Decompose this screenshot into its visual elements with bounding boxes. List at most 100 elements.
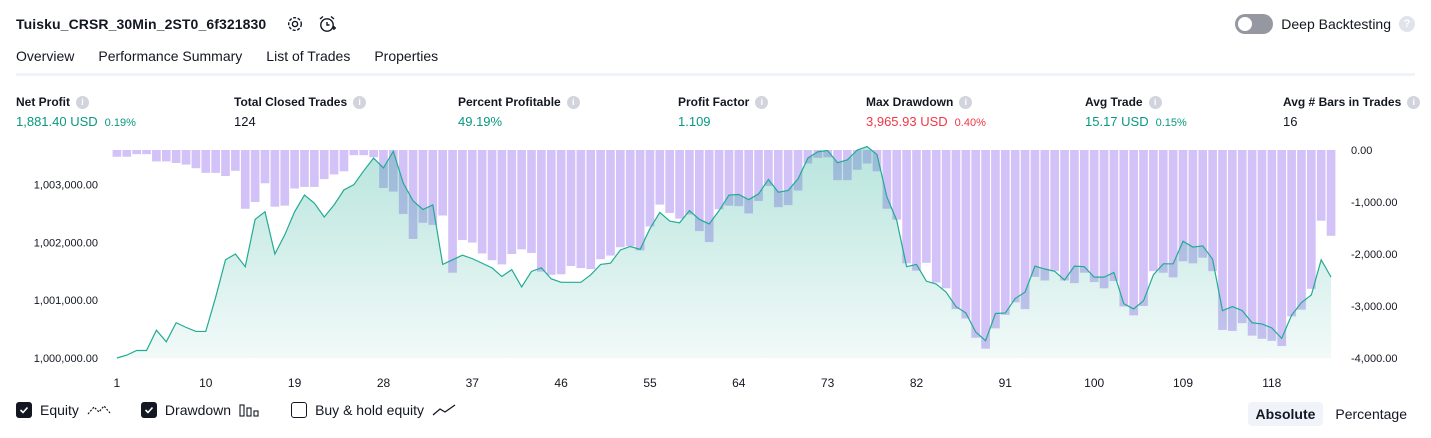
tab-overview[interactable]: Overview xyxy=(16,44,75,76)
info-icon[interactable]: i xyxy=(1148,95,1162,109)
percentage-mode-button[interactable]: Percentage xyxy=(1335,406,1407,422)
info-icon[interactable]: i xyxy=(959,95,973,109)
drawdown-bar xyxy=(319,150,329,180)
drawdown-bar xyxy=(1297,150,1306,310)
left-axis-tick: 1,003,000.00 xyxy=(34,180,98,192)
buy-hold-checkbox[interactable] xyxy=(291,402,308,418)
tab-properties[interactable]: Properties xyxy=(374,48,439,64)
legend-drawdown[interactable]: Drawdown xyxy=(140,402,261,418)
drawdown-bar xyxy=(477,150,487,254)
drawdown-bar xyxy=(221,150,230,176)
drawdown-bar xyxy=(981,150,990,349)
right-axis-tick: -1,000.00 xyxy=(1351,197,1397,209)
metric-label: Avg # Bars in Trades xyxy=(1283,95,1402,109)
tab-divider xyxy=(16,73,1415,76)
info-icon[interactable]: i xyxy=(1407,95,1421,109)
metric-value: 1.109 xyxy=(678,114,711,129)
left-axis-tick: 1,000,000.00 xyxy=(34,353,98,365)
info-icon[interactable]: i xyxy=(755,95,769,109)
drawdown-bar xyxy=(1149,150,1158,272)
drawdown-bar xyxy=(349,150,359,156)
metric-profit-factor: Profit Factor i 1.109 xyxy=(678,94,769,130)
question-icon[interactable]: ? xyxy=(1399,16,1415,32)
drawdown-bar xyxy=(803,150,813,164)
x-axis-tick: 28 xyxy=(377,376,391,390)
drawdown-bar xyxy=(122,150,132,157)
drawdown-bar xyxy=(625,150,635,247)
metric-value: 124 xyxy=(234,114,256,129)
info-icon[interactable]: i xyxy=(76,95,89,109)
drawdown-bar xyxy=(1000,150,1010,315)
drawdown-bar xyxy=(300,150,309,187)
drawdown-bar xyxy=(1020,150,1030,310)
drawdown-bar xyxy=(408,150,418,239)
drawdown-bar xyxy=(744,150,754,214)
x-axis-tick: 37 xyxy=(466,376,480,390)
drawdown-bar xyxy=(892,150,902,220)
drawdown-bar xyxy=(1188,150,1198,264)
legend-equity[interactable]: Equity xyxy=(16,402,111,418)
left-axis-tick: 1,001,000.00 xyxy=(34,295,98,307)
drawdown-bar xyxy=(487,150,497,261)
x-axis-tick: 1 xyxy=(114,376,121,390)
metric-label: Total Closed Trades xyxy=(234,95,348,109)
drawdown-bar xyxy=(231,150,240,171)
drawdown-bar xyxy=(961,150,971,319)
metric-label: Net Profit xyxy=(16,95,70,109)
toggle-knob xyxy=(1238,17,1253,31)
metric-value: 1,881.40 USD xyxy=(16,114,98,129)
drawdown-bar xyxy=(714,150,724,210)
drawdown-bar xyxy=(152,150,161,162)
drawdown-bar xyxy=(694,150,704,232)
legend-label: Drawdown xyxy=(164,402,232,418)
drawdown-bars-icon xyxy=(239,404,259,417)
drawdown-bar xyxy=(586,150,596,270)
absolute-mode-button[interactable]: Absolute xyxy=(1247,402,1324,426)
legend-buy-hold[interactable]: Buy & hold equity xyxy=(291,402,456,418)
drawdown-bar xyxy=(793,150,803,191)
gear-icon[interactable] xyxy=(284,13,306,35)
drawdown-bar xyxy=(517,150,526,250)
equity-drawdown-chart[interactable]: 1,003,000.00 1,002,000.00 1,001,000.00 1,00… xyxy=(0,142,1431,398)
drawdown-bar xyxy=(359,150,369,156)
right-axis-tick: -2,000.00 xyxy=(1351,249,1397,261)
info-icon[interactable]: i xyxy=(353,95,367,109)
x-axis-tick: 118 xyxy=(1262,376,1281,390)
drawdown-bar xyxy=(1070,150,1079,284)
drawdown-bar xyxy=(1178,150,1188,262)
drawdown-bar xyxy=(1109,150,1119,282)
right-axis: 0.00 -1,000.00 -2,000.00 -3,000.00 -4,000.00 xyxy=(1351,145,1397,365)
deep-backtesting-toggle[interactable] xyxy=(1235,14,1274,34)
metric-percent-profitable: Percent Profitable i 49.19% xyxy=(458,94,580,130)
left-axis-tick: 1,002,000.00 xyxy=(34,237,98,249)
drawdown-bar xyxy=(576,150,586,269)
metric-total-closed-trades: Total Closed Trades i 124 xyxy=(234,94,367,130)
drawdown-bar xyxy=(1316,150,1326,221)
drawdown-checkbox[interactable] xyxy=(140,402,157,418)
drawdown-bar xyxy=(280,150,290,206)
legend-label: Equity xyxy=(40,402,79,418)
metric-percent: 0.40% xyxy=(954,117,986,129)
alarm-clock-icon[interactable] xyxy=(316,13,338,35)
legend-label: Buy & hold equity xyxy=(315,402,425,418)
report-tabs: Overview Performance Summary List of Tra… xyxy=(16,44,462,76)
drawdown-bar xyxy=(971,150,981,338)
drawdown-bar xyxy=(369,150,378,158)
drawdown-bar xyxy=(606,150,615,256)
metric-value: 49.19% xyxy=(458,114,503,129)
right-axis-tick: -4,000.00 xyxy=(1351,353,1397,365)
equity-checkbox[interactable] xyxy=(16,402,32,418)
strategy-header: Tuisku_CRSR_30Min_2ST0_6f321830 xyxy=(16,12,338,36)
left-axis: 1,003,000.00 1,002,000.00 1,001,000.00 1,00… xyxy=(34,180,98,365)
drawdown-bar xyxy=(537,150,546,272)
drawdown-bar xyxy=(1218,150,1227,330)
info-icon[interactable]: i xyxy=(566,95,580,109)
tab-list-of-trades[interactable]: List of Trades xyxy=(266,48,351,64)
drawdown-bar xyxy=(181,150,191,165)
drawdown-bar xyxy=(1030,150,1040,277)
tab-performance-summary[interactable]: Performance Summary xyxy=(98,48,243,64)
drawdown-bar xyxy=(1277,150,1287,347)
buy-hold-line-icon xyxy=(432,404,456,416)
drawdown-bar xyxy=(734,150,744,207)
strategy-title: Tuisku_CRSR_30Min_2ST0_6f321830 xyxy=(16,16,267,32)
